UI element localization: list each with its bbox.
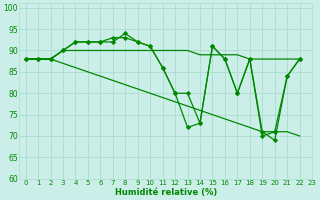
X-axis label: Humidité relative (%): Humidité relative (%): [115, 188, 217, 197]
